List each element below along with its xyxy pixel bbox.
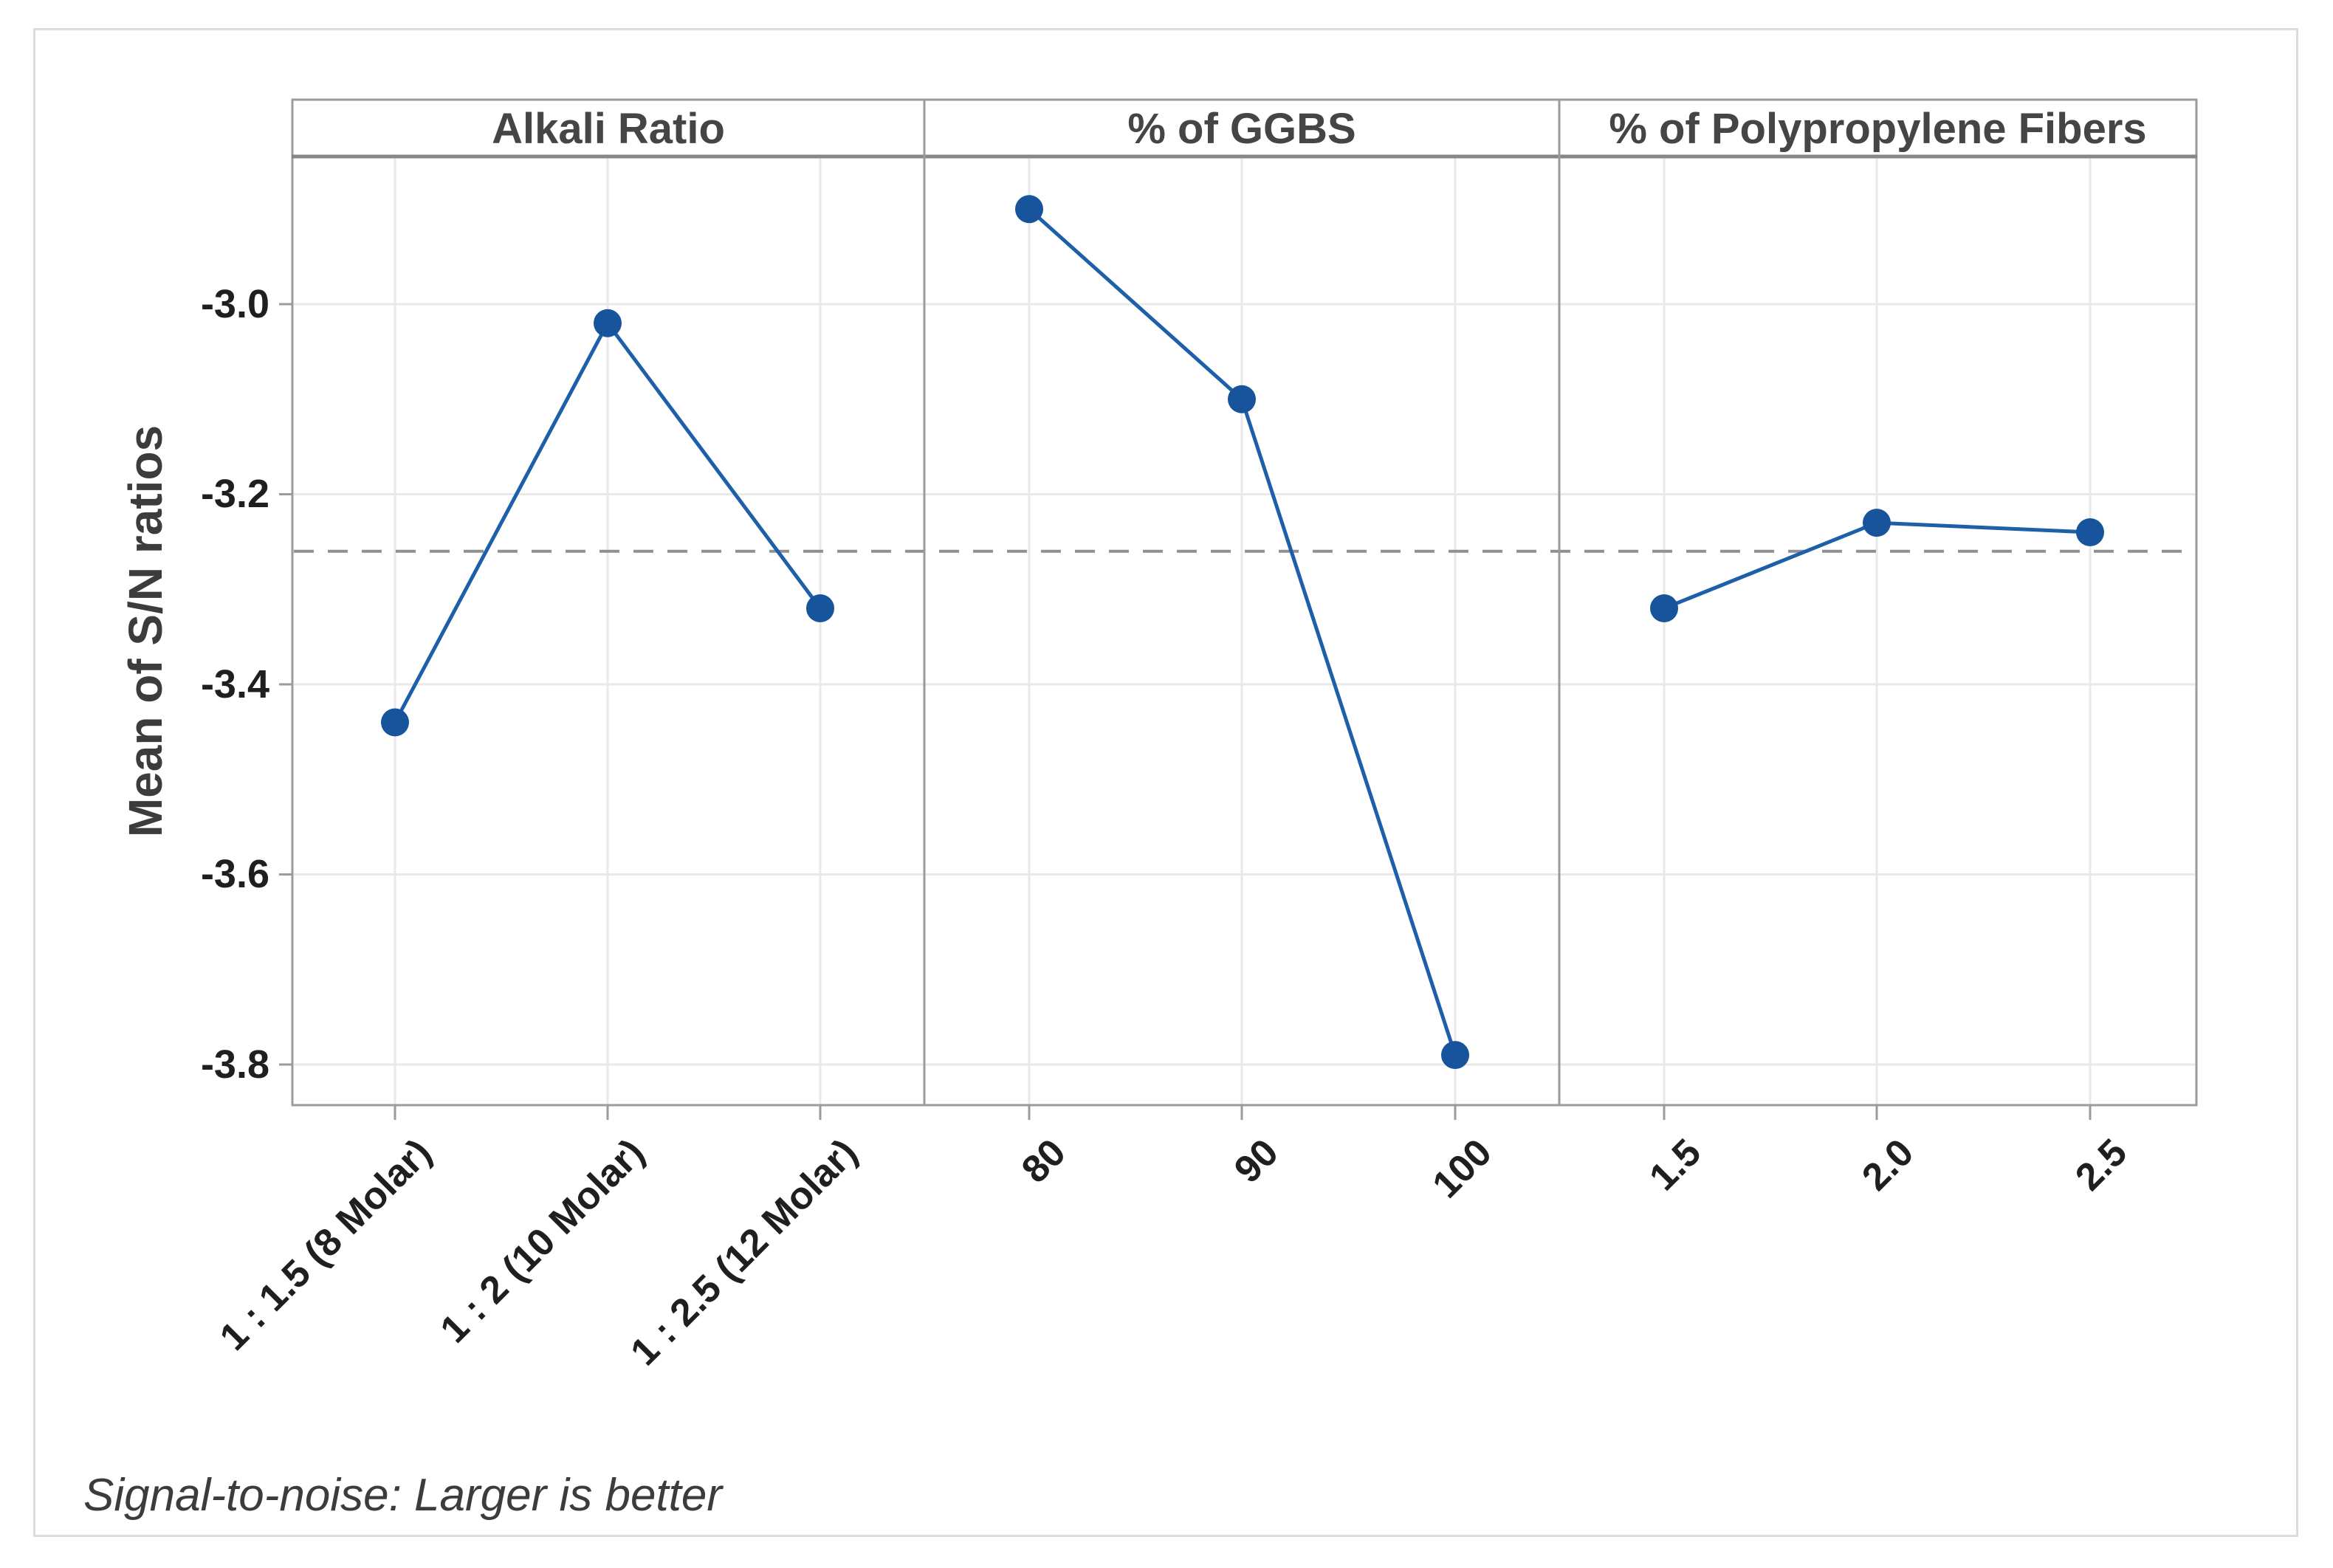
data-point <box>381 708 409 737</box>
data-point <box>1228 385 1256 413</box>
y-tick-label: -3.6 <box>200 852 269 896</box>
panel-title-ggbs: % of GGBS <box>1127 105 1356 153</box>
panel-title-alkali-ratio: Alkali Ratio <box>492 105 725 153</box>
footnote: Signal-to-noise: Larger is better <box>83 1470 723 1521</box>
data-point <box>594 309 622 337</box>
y-tick-label: -3.2 <box>200 472 269 516</box>
data-point <box>2076 518 2104 546</box>
y-tick-label: -3.4 <box>200 662 269 706</box>
y-tick-label: -3.0 <box>200 282 269 326</box>
panel-title-polypropylene-fibers: % of Polypropylene Fibers <box>1609 105 2147 153</box>
data-point <box>1650 594 1678 622</box>
y-tick-label: -3.8 <box>200 1042 269 1087</box>
figure-border <box>33 28 2298 1537</box>
data-point <box>806 594 834 622</box>
panel-border <box>291 98 2198 1107</box>
y-axis-title: Mean of S/N ratios <box>119 424 172 838</box>
data-point <box>1015 195 1043 224</box>
data-point <box>1441 1041 1469 1070</box>
data-point <box>1863 509 1891 537</box>
